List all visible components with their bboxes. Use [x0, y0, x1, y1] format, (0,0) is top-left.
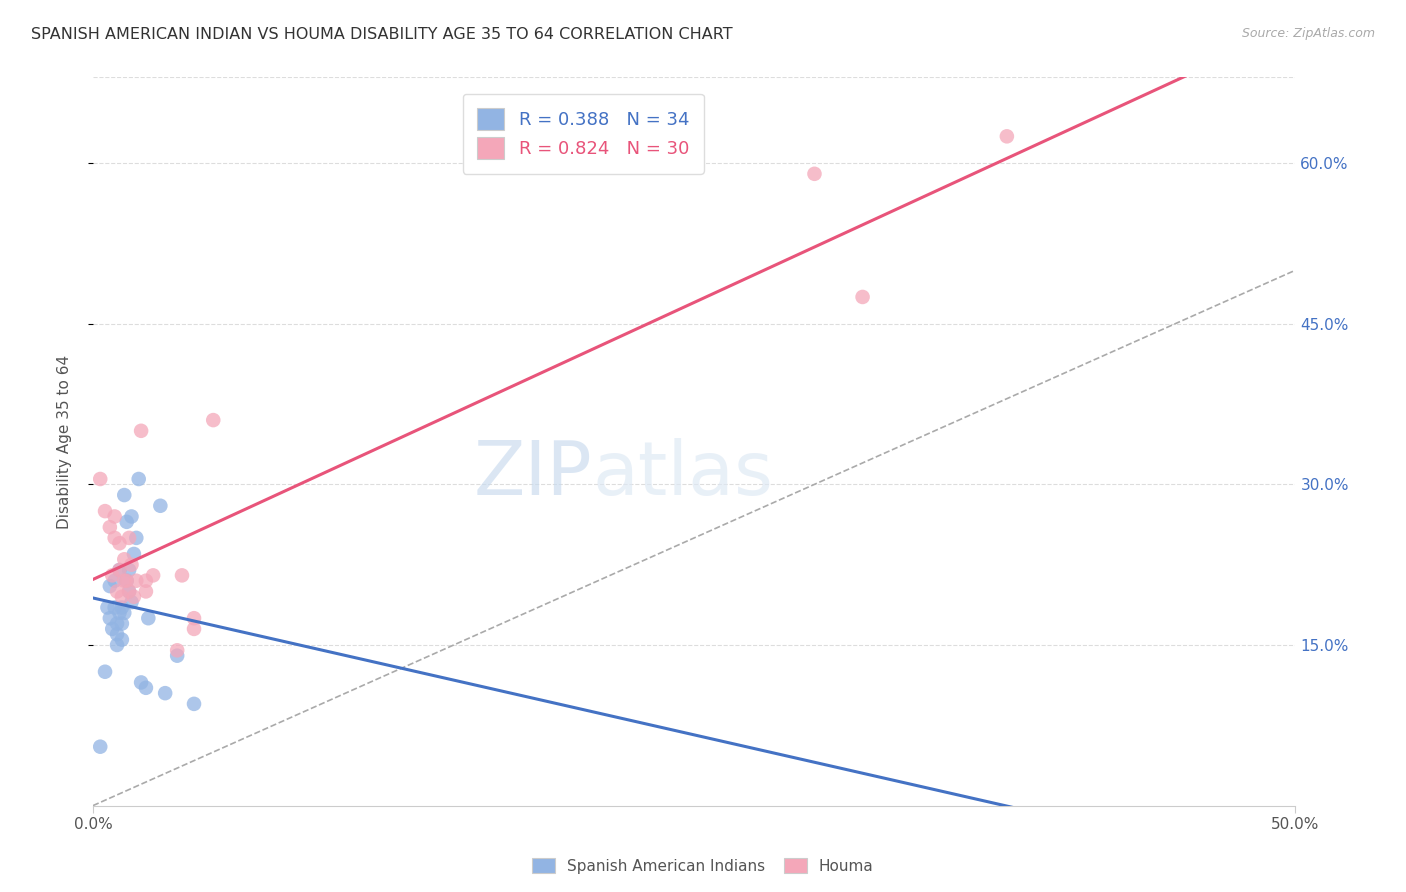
Point — [135, 584, 157, 599]
Legend: R = 0.388   N = 34, R = 0.824   N = 30: R = 0.388 N = 34, R = 0.824 N = 30 — [463, 94, 703, 174]
Point — [104, 509, 127, 524]
Point — [108, 606, 131, 620]
Point — [104, 600, 127, 615]
Point — [101, 622, 124, 636]
Point — [115, 515, 138, 529]
Point — [108, 536, 131, 550]
Point — [105, 638, 128, 652]
Point — [111, 600, 134, 615]
Point — [111, 616, 134, 631]
Text: atlas: atlas — [592, 438, 773, 511]
Point — [112, 488, 135, 502]
Point — [166, 643, 188, 657]
Point — [121, 509, 143, 524]
Point — [94, 504, 117, 518]
Point — [183, 611, 205, 625]
Point — [129, 675, 152, 690]
Point — [153, 686, 176, 700]
Point — [118, 584, 141, 599]
Point — [122, 547, 145, 561]
Point — [98, 611, 121, 625]
Point — [96, 600, 118, 615]
Point — [135, 681, 157, 695]
Point — [135, 574, 157, 588]
Point — [166, 648, 188, 663]
Point — [111, 590, 134, 604]
Point — [803, 167, 825, 181]
Point — [112, 574, 135, 588]
Point — [118, 563, 141, 577]
Point — [89, 739, 111, 754]
Y-axis label: Disability Age 35 to 64: Disability Age 35 to 64 — [58, 354, 72, 529]
Point — [128, 472, 150, 486]
Point — [104, 574, 127, 588]
Point — [105, 616, 128, 631]
Point — [108, 563, 131, 577]
Point — [104, 531, 127, 545]
Text: SPANISH AMERICAN INDIAN VS HOUMA DISABILITY AGE 35 TO 64 CORRELATION CHART: SPANISH AMERICAN INDIAN VS HOUMA DISABIL… — [31, 27, 733, 42]
Point — [98, 520, 121, 534]
Point — [202, 413, 225, 427]
Point — [112, 606, 135, 620]
Point — [170, 568, 193, 582]
Point — [111, 632, 134, 647]
Point — [851, 290, 873, 304]
Point — [121, 595, 143, 609]
Point — [98, 579, 121, 593]
Point — [105, 584, 128, 599]
Point — [101, 568, 124, 582]
Point — [149, 499, 172, 513]
Point — [115, 574, 138, 588]
Point — [125, 574, 148, 588]
Point — [118, 584, 141, 599]
Point — [183, 622, 205, 636]
Point — [89, 472, 111, 486]
Point — [94, 665, 117, 679]
Point — [122, 590, 145, 604]
Point — [183, 697, 205, 711]
Point — [995, 129, 1018, 144]
Point — [121, 558, 143, 572]
Point — [108, 563, 131, 577]
Point — [112, 552, 135, 566]
Point — [118, 531, 141, 545]
Point — [129, 424, 152, 438]
Point — [115, 574, 138, 588]
Point — [125, 531, 148, 545]
Text: ZIP: ZIP — [474, 438, 592, 511]
Legend: Spanish American Indians, Houma: Spanish American Indians, Houma — [526, 852, 880, 880]
Point — [136, 611, 159, 625]
Point — [142, 568, 165, 582]
Point — [105, 627, 128, 641]
Text: Source: ZipAtlas.com: Source: ZipAtlas.com — [1241, 27, 1375, 40]
